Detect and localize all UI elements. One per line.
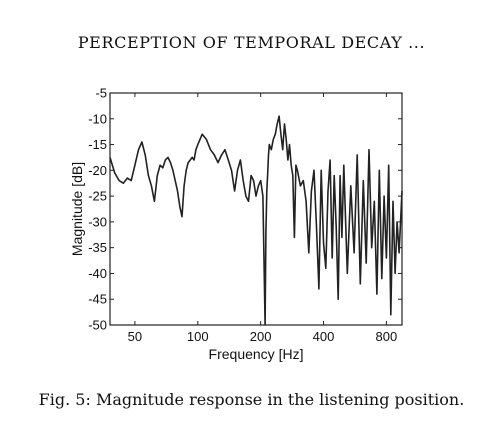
x-tick-label: 800 xyxy=(376,329,398,344)
y-tick-label: -5 xyxy=(95,86,107,101)
plot-frame xyxy=(109,92,403,326)
figure-caption: Fig. 5: Magnitude response in the listen… xyxy=(38,390,465,409)
y-tick-label: -15 xyxy=(88,137,107,152)
y-tick-label: -50 xyxy=(88,318,107,333)
x-axis-label: Frequency [Hz] xyxy=(209,346,304,362)
y-axis-ticks: -5 -10 -15 -20 -25 -30 -35 -40 -45 -50 xyxy=(88,86,402,333)
y-tick-label: -10 xyxy=(88,111,107,126)
y-tick-label: -25 xyxy=(88,189,107,204)
x-axis-ticks: 50 100 200 400 800 xyxy=(128,93,398,344)
y-tick-label: -20 xyxy=(88,163,107,178)
magnitude-response-line xyxy=(109,115,403,326)
x-tick-label: 200 xyxy=(250,329,272,344)
y-tick-label: -30 xyxy=(88,214,107,229)
y-tick-label: -35 xyxy=(88,240,107,255)
y-tick-label: -45 xyxy=(88,292,107,307)
y-axis-label: Magnitude [dB] xyxy=(69,162,85,256)
running-title: PERCEPTION OF TEMPORAL DECAY ... xyxy=(77,33,426,52)
y-tick-label: -40 xyxy=(88,266,107,281)
x-tick-label: 100 xyxy=(187,329,209,344)
x-tick-label: 50 xyxy=(128,329,142,344)
x-tick-label: 400 xyxy=(313,329,335,344)
